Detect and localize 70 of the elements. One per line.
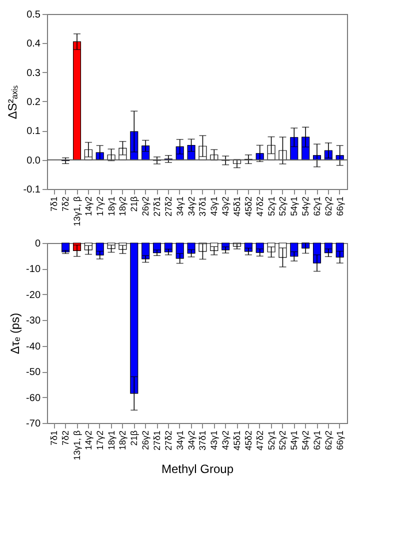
x-tick-label: 52γ1 (266, 430, 276, 450)
x-tick-label: 37δ1 (198, 430, 208, 451)
y-tick-label: -20 (26, 290, 41, 301)
x-tick-label: 45δ2 (243, 430, 254, 451)
x-tick-label: 52γ2 (278, 196, 288, 216)
x-tick-label: 45δ1 (232, 430, 242, 451)
x-tick-label: 45δ2 (243, 196, 254, 217)
x-tick-label: 17γ2 (94, 196, 105, 216)
x-tick-label: 66γ1 (334, 196, 345, 216)
x-tick-label: 52γ1 (266, 196, 276, 216)
y-tick-label: 0.3 (26, 68, 41, 79)
x-tick-label: 17γ2 (94, 430, 105, 450)
x-tick-label: 26γ2 (140, 430, 151, 450)
x-tick-label: 34γ1 (174, 430, 185, 450)
x-tick-label: 18γ1 (106, 196, 116, 216)
x-tick-label: 27δ2 (163, 196, 174, 217)
x-tick-label: 27δ1 (152, 430, 162, 451)
x-tick-label: 54γ1 (289, 430, 300, 450)
x-tick-label: 34γ1 (174, 196, 185, 216)
x-tick-label: 18γ2 (118, 196, 128, 216)
x-tick-label: 7δ2 (60, 196, 71, 212)
x-tick-label: 27δ2 (163, 430, 174, 451)
x-tick-label: 34γ2 (186, 430, 196, 450)
x-tick-label: 43γ1 (209, 196, 220, 216)
x-tick-label: 62γ1 (312, 430, 322, 450)
x-tick-label: 7δ1 (49, 196, 60, 212)
x-tick-label: 47δ2 (254, 196, 265, 217)
x-tick-label: 43γ1 (209, 430, 220, 450)
y-tick-label: -70 (26, 418, 41, 430)
y-tick-label: -10 (26, 264, 41, 276)
x-tick-label: 21β (129, 196, 140, 212)
y-tick-label: 0.4 (26, 38, 41, 50)
x-axis-title: Methyl Group (161, 462, 234, 476)
y-tick-label: 0.0 (26, 155, 41, 166)
x-tick-label: 18γ1 (106, 430, 116, 450)
x-tick-label: 62γ2 (323, 430, 334, 450)
x-tick-label: 13γ1, β (72, 196, 82, 226)
x-tick-label: 7δ2 (60, 430, 71, 446)
x-tick-label: 62γ2 (323, 196, 334, 216)
x-tick-label: 18γ2 (118, 430, 128, 450)
y-tick-label: -40 (26, 341, 41, 352)
x-tick-label: 26γ2 (140, 196, 151, 216)
y-axis-title: Δτₑ (ps) (8, 312, 22, 354)
x-tick-label: 47δ2 (254, 430, 265, 451)
x-tick-label: 27δ1 (152, 196, 162, 217)
x-tick-label: 54γ2 (300, 196, 311, 216)
x-tick-label: 7δ1 (49, 430, 60, 446)
x-tick-label: 62γ1 (312, 196, 322, 216)
x-tick-label: 43γ2 (220, 196, 231, 216)
x-tick-label: 52γ2 (278, 430, 288, 450)
x-tick-label: 66γ1 (334, 430, 345, 450)
y-axis-title: ΔS²ₐₓᵢₛ (5, 84, 20, 120)
x-tick-label: 14γ2 (83, 196, 94, 216)
x-tick-label: 21β (129, 430, 140, 446)
y-tick-label: -50 (26, 367, 41, 378)
x-tick-label: 54γ2 (300, 430, 311, 450)
y-tick-label: 0.1 (26, 126, 41, 138)
x-tick-label: 34γ2 (186, 196, 196, 216)
y-tick-label: -0.1 (23, 184, 41, 196)
x-tick-label: 45δ1 (232, 196, 242, 217)
y-tick-label: -60 (26, 392, 41, 404)
y-tick-label: -30 (26, 316, 41, 327)
x-tick-label: 13γ1, β (72, 430, 82, 460)
x-tick-label: 37δ1 (198, 196, 208, 217)
x-tick-label: 43γ2 (220, 430, 231, 450)
y-tick-label: 0 (34, 238, 41, 250)
y-tick-label: 0.5 (26, 10, 41, 20)
y-tick-label: 0.2 (26, 97, 41, 108)
x-tick-label: 14γ2 (83, 430, 94, 450)
x-tick-label: 54γ1 (289, 196, 300, 216)
